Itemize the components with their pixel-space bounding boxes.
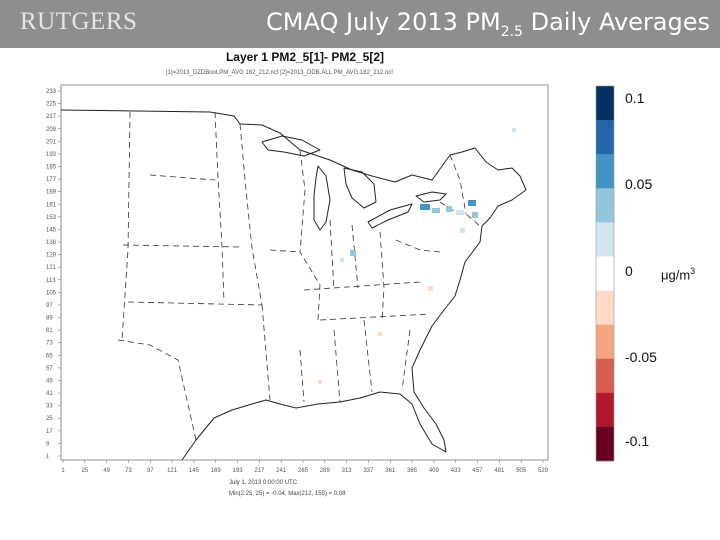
colorbar-swatch — [596, 120, 614, 155]
state-borders — [117, 111, 481, 441]
colorbar-label-high: 0.05 — [625, 176, 653, 192]
y-tick-label: 169 — [46, 190, 57, 196]
y-tick-label: 25 — [46, 416, 53, 422]
x-tick-label: 529 — [538, 468, 549, 474]
atlantic-coast — [411, 189, 527, 453]
difference-cells — [318, 128, 516, 384]
unit-label: μg/m3 — [661, 266, 695, 282]
y-tick-label: 97 — [46, 303, 53, 309]
slide-header: RUTGERS CMAQ July 2013 PM2.5 Daily Avera… — [0, 0, 720, 48]
colorbar-label-low: -0.05 — [625, 349, 657, 365]
map-frame — [60, 84, 549, 461]
x-tick-label: 49 — [103, 468, 110, 474]
x-tick-label: 505 — [516, 468, 527, 474]
y-tick-label: 233 — [46, 89, 57, 95]
y-tick-label: 153 — [46, 215, 57, 221]
y-tick-label: 217 — [46, 114, 57, 120]
y-tick-label: 81 — [46, 328, 53, 334]
plot-footer-date: July 1, 2013 0:00:00 UTC — [229, 480, 298, 486]
slide-title: CMAQ July 2013 PM2.5 Daily Averages — [266, 8, 710, 40]
y-tick-label: 177 — [46, 177, 57, 183]
colorbar-swatch — [596, 256, 614, 291]
colorbar-frame — [595, 85, 615, 462]
y-tick-label: 209 — [46, 127, 57, 133]
colorbar-swatch — [596, 86, 614, 121]
slide-title-subscript: 2.5 — [500, 23, 523, 40]
unit-main: μg/m — [661, 267, 691, 283]
x-tick-label: 385 — [407, 468, 418, 474]
colorbar-swatch — [596, 154, 614, 189]
canada-border — [60, 109, 527, 191]
colorbar-swatch — [596, 290, 614, 325]
lake-superior — [261, 135, 321, 157]
x-tick-label: 457 — [473, 468, 484, 474]
x-tick-label: 97 — [147, 468, 154, 474]
lake-michigan — [313, 165, 331, 231]
x-tick-label: 361 — [385, 468, 396, 474]
y-tick-label: 9 — [46, 441, 50, 447]
colorbar-swatch — [596, 358, 614, 394]
x-tick-label: 289 — [320, 468, 331, 474]
y-tick-label: 113 — [46, 278, 56, 284]
colorbar-swatch — [596, 426, 614, 462]
y-axis-ticks: 233 225 217 209 201 193 185 177 169 161 153 145 138 1… — [46, 89, 61, 460]
gulf-coast — [181, 391, 447, 461]
colorbar-swatch — [596, 392, 614, 428]
x-tick-label: 481 — [494, 468, 505, 474]
x-tick-label: 25 — [81, 468, 88, 474]
x-tick-label: 121 — [167, 468, 178, 474]
colorbar-label-min: -0.1 — [625, 433, 650, 449]
y-tick-label: 185 — [46, 165, 57, 171]
x-tick-label: 193 — [233, 468, 244, 474]
plot-footer-stats: Min(2.25, 25) = -0.04, Max(212, 159) = 0… — [229, 491, 346, 497]
x-tick-label: 409 — [429, 468, 440, 474]
plot-subtitle: [1]=2013_DZDBoot.PM_AVG 182_212.ncf [2]=… — [166, 70, 393, 76]
x-tick-label: 217 — [254, 468, 265, 474]
x-tick-label: 169 — [211, 468, 222, 474]
colorbar-label-zero: 0 — [625, 263, 633, 279]
y-tick-label: 41 — [46, 391, 53, 397]
y-tick-label: 73 — [46, 341, 53, 347]
lake-ontario — [415, 191, 447, 203]
y-tick-label: 105 — [46, 290, 57, 296]
y-tick-label: 49 — [46, 378, 53, 384]
y-tick-label: 138 — [46, 240, 57, 246]
y-tick-label: 57 — [46, 366, 53, 372]
lake-erie — [367, 203, 413, 229]
y-tick-label: 129 — [46, 253, 57, 259]
colorbar-swatch — [596, 222, 614, 257]
y-tick-label: 65 — [46, 353, 53, 359]
x-tick-label: 241 — [276, 468, 287, 474]
slide-title-main: CMAQ July 2013 PM — [266, 8, 501, 36]
x-tick-label: 265 — [298, 468, 309, 474]
colorbar — [595, 85, 615, 462]
coastlines-and-borders — [60, 109, 527, 461]
x-tick-label: 433 — [451, 468, 462, 474]
x-tick-label: 337 — [363, 468, 374, 474]
slide-title-suffix: Daily Averages — [522, 8, 710, 36]
colorbar-swatch — [596, 188, 614, 223]
plot-title: Layer 1 PM2_5[1]- PM2_5[2] — [225, 50, 385, 64]
y-tick-label: 89 — [46, 316, 53, 322]
x-tick-label: 1 — [61, 468, 65, 474]
y-tick-label: 161 — [46, 202, 57, 208]
x-tick-label: 73 — [125, 468, 132, 474]
y-tick-label: 201 — [46, 139, 57, 145]
y-tick-label: 1 — [46, 454, 50, 460]
colorbar-swatch — [596, 324, 614, 360]
x-tick-label: 313 — [342, 468, 353, 474]
unit-exponent: 3 — [690, 266, 696, 276]
y-tick-label: 17 — [46, 429, 53, 435]
rutgers-logo: RUTGERS — [20, 8, 138, 35]
lake-huron — [343, 167, 377, 209]
y-tick-label: 33 — [46, 404, 53, 410]
colorbar-label-max: 0.1 — [625, 90, 645, 106]
y-tick-label: 121 — [46, 265, 57, 271]
y-tick-label: 225 — [46, 102, 57, 108]
x-axis-ticks: 1 25 49 73 97 121 145 169 193 217 241 265 289 313 337 3… — [61, 460, 549, 474]
x-tick-label: 145 — [189, 468, 200, 474]
y-tick-label: 193 — [46, 152, 57, 158]
y-tick-label: 145 — [46, 227, 57, 233]
